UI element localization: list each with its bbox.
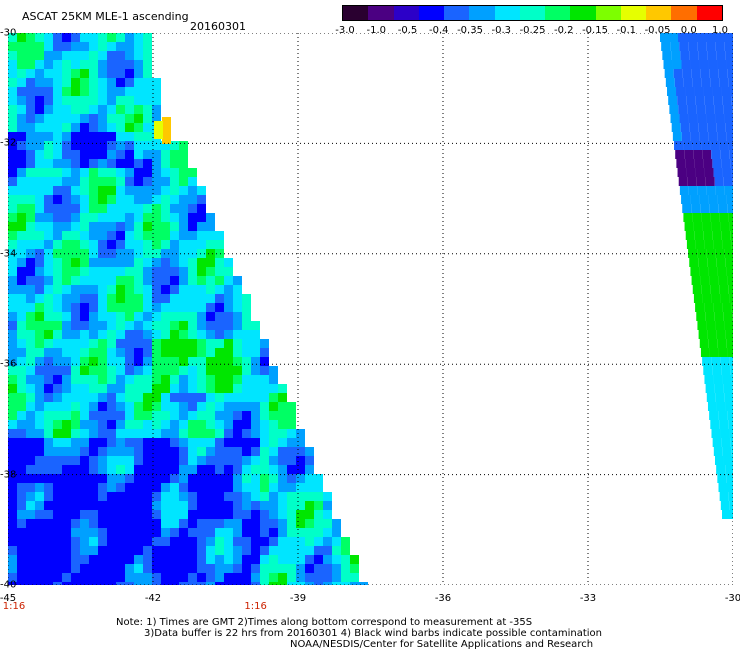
color-swatch xyxy=(595,6,621,20)
color-swatch xyxy=(519,6,546,20)
west-swath xyxy=(8,33,368,585)
color-swatch xyxy=(444,6,470,20)
latitude-tick-label: -40 xyxy=(0,579,17,591)
color-scale-bar xyxy=(342,5,723,21)
east-swath xyxy=(660,33,733,519)
color-swatch xyxy=(696,6,722,20)
color-swatch xyxy=(368,6,394,20)
color-scale-label: -0.15 xyxy=(582,25,608,36)
color-scale-label: -0.2 xyxy=(553,25,574,36)
color-scale-label: -1.0 xyxy=(366,25,387,36)
longitude-tick-label: -36 xyxy=(434,593,452,604)
color-scale-label: -0.1 xyxy=(616,25,637,36)
color-swatch xyxy=(646,6,672,20)
note-line-2: 3)Data buffer is 22 hrs from 20160301 4)… xyxy=(144,628,602,639)
color-scale-label: -0.25 xyxy=(519,25,546,36)
latitude-tick-label: -38 xyxy=(0,469,17,481)
time-label: 1:16 xyxy=(244,601,267,612)
latitude-tick-label: -34 xyxy=(0,248,17,260)
longitude-tick-label: -30 xyxy=(724,593,740,604)
color-scale-label: -0.05 xyxy=(644,25,671,36)
color-scale-label: -3.0 xyxy=(335,25,355,36)
note-line-3: NOAA/NESDIS/Center for Satellite Applica… xyxy=(290,639,594,650)
color-swatch xyxy=(620,6,647,20)
color-scale-label: 1.0 xyxy=(712,25,728,36)
color-scale-label: -0.3 xyxy=(491,25,512,36)
graticule xyxy=(8,33,733,585)
color-swatch xyxy=(343,6,369,20)
color-scale-label: -0.4 xyxy=(428,25,449,36)
color-swatch xyxy=(393,6,419,20)
color-scale-label: -0.35 xyxy=(457,25,483,36)
longitude-tick-label: -39 xyxy=(289,593,307,604)
latitude-tick-label: -36 xyxy=(0,358,17,370)
color-scale-label: 0.0 xyxy=(680,25,697,36)
color-swatch xyxy=(418,6,445,20)
plot-title: ASCAT 25KM MLE-1 ascending xyxy=(22,10,189,23)
longitude-tick-label: -33 xyxy=(579,593,597,604)
color-swatch xyxy=(469,6,495,20)
note-line-1: Note: 1) Times are GMT 2)Times along bot… xyxy=(116,617,533,628)
plot-date: 20160301 xyxy=(190,20,246,33)
longitude-tick-label: -42 xyxy=(144,593,162,604)
time-label: 1:16 xyxy=(2,601,26,612)
color-swatch xyxy=(494,6,520,20)
latitude-tick-label: -32 xyxy=(0,137,17,149)
color-swatch xyxy=(570,6,596,20)
color-swatch xyxy=(545,6,571,20)
longitude-tick-label: -45 xyxy=(0,593,17,604)
color-scale-label: -0.5 xyxy=(397,25,418,36)
wind-map xyxy=(8,33,733,585)
latitude-tick-label: -30 xyxy=(0,27,17,39)
color-swatch xyxy=(671,6,697,20)
